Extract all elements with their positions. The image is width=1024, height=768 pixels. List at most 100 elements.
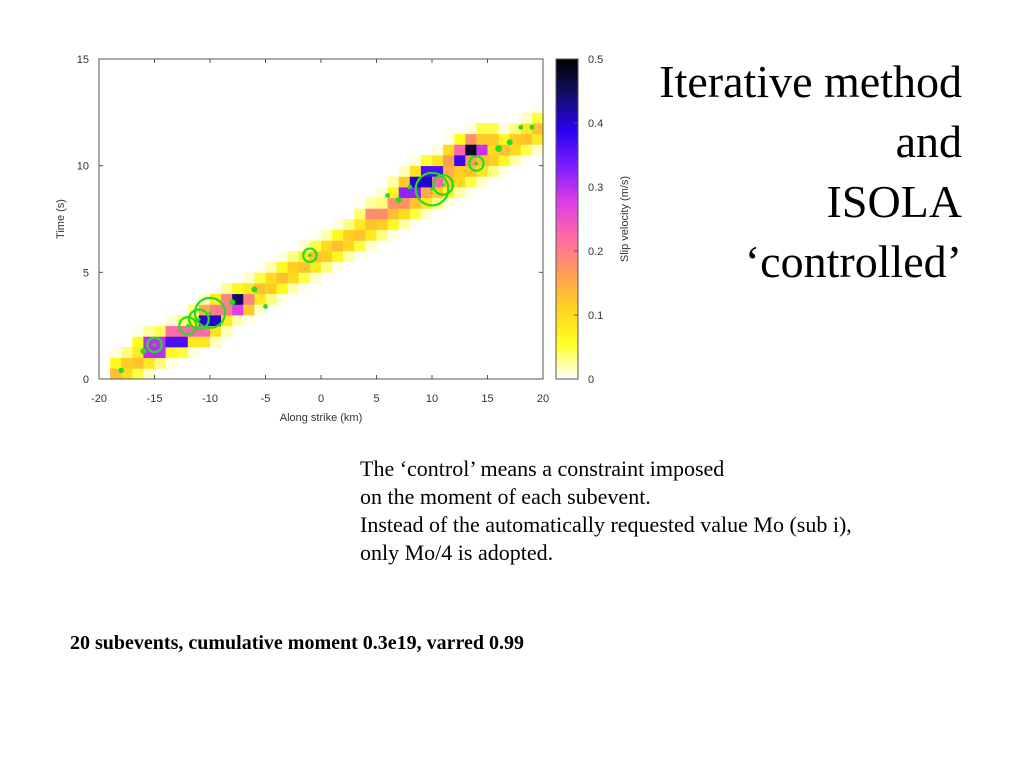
subevent-marker [302, 247, 318, 264]
heatmap-cell [143, 347, 155, 359]
heatmap-cell [420, 197, 433, 209]
subevent-marker [146, 336, 163, 354]
heatmap-cell [465, 123, 477, 135]
heatmap-cell [254, 304, 266, 316]
subevent-marker [187, 308, 210, 331]
subevent-marker [506, 139, 513, 146]
x-tick-label: 10 [426, 393, 438, 405]
colorbar-tick-label: 0.1 [588, 310, 603, 322]
heatmap-cell [210, 325, 222, 337]
heatmap-cell [443, 155, 455, 167]
heatmap-cell [276, 251, 289, 263]
heatmap-cell [376, 197, 388, 209]
heatmap-cell [420, 208, 433, 220]
heatmap-cell [509, 123, 522, 135]
body-line: Instead of the automatically requested v… [360, 512, 852, 537]
heatmap-cell [210, 304, 222, 316]
heatmap-cell [176, 336, 189, 348]
heatmap-cell [387, 219, 400, 231]
heatmap-cell [398, 187, 411, 199]
heatmap-cell [298, 283, 311, 295]
subevent-marker [395, 196, 402, 203]
heatmap-cell [198, 325, 211, 337]
heatmap-cell [509, 133, 522, 145]
heatmap-cell [254, 283, 266, 295]
x-tick-label: -5 [261, 393, 271, 405]
colorbar-tick-label: 0.5 [588, 54, 603, 66]
heatmap-cells [110, 101, 544, 380]
heatmap-cell [387, 208, 400, 220]
heatmap-cell [165, 347, 178, 359]
heatmap-cell [498, 165, 511, 177]
heatmap-cell [531, 133, 544, 145]
heatmap-cell [298, 251, 311, 263]
heatmap-cell [298, 240, 311, 252]
subevent-marker [193, 296, 227, 329]
title-line: Iterative method [659, 56, 962, 107]
heatmap-cell [243, 304, 255, 316]
heatmap-cell [298, 272, 311, 284]
heatmap-cell [121, 347, 133, 359]
heatmap-cell [365, 229, 377, 241]
x-tick-label: -15 [147, 393, 163, 405]
heatmap-cell [454, 133, 466, 145]
heatmap-cell [409, 165, 422, 177]
heatmap-cell [454, 165, 466, 177]
heatmap-cell [343, 240, 355, 252]
heatmap-cell [287, 272, 300, 284]
heatmap-cell [509, 144, 522, 156]
heatmap-cell [265, 283, 277, 295]
x-tick-label: 5 [373, 393, 379, 405]
heatmap-cell [354, 208, 366, 220]
heatmap-cell [110, 347, 122, 359]
heatmap-cell [465, 165, 477, 177]
heatmap-cell [387, 187, 400, 199]
colorbar-tick-label: 0 [588, 374, 594, 386]
heatmap-cell [287, 283, 300, 295]
heatmap-cell [365, 240, 377, 252]
heatmap-cell [409, 176, 422, 188]
heatmap-cell [376, 208, 388, 220]
heatmap-cell [309, 240, 322, 252]
heatmap-cell [465, 176, 477, 188]
heatmap-cell [232, 304, 244, 316]
heatmap-cell [531, 101, 544, 113]
heatmap-cell [265, 272, 277, 284]
heatmap-cell [432, 176, 444, 188]
heatmap-cell [454, 144, 466, 156]
subevent-markers [118, 124, 535, 374]
heatmap-cell [321, 229, 333, 241]
heatmap-cell [243, 272, 255, 284]
y-tick-label: 10 [77, 161, 89, 173]
x-axis-label: Along strike (km) [280, 412, 363, 424]
heatmap-cell [376, 187, 388, 199]
heatmap-cell [343, 229, 355, 241]
heatmap-cell [409, 219, 422, 231]
heatmap-cell [132, 368, 144, 380]
y-axis-label: Time (s) [55, 199, 67, 239]
heatmap-cell [487, 123, 499, 135]
heatmap-cell [520, 155, 533, 167]
heatmap-cell [321, 251, 333, 263]
slide-title: Iterative method and ISOLA ‘controlled’ [542, 52, 962, 292]
heatmap-cell [520, 133, 533, 145]
colorbar [555, 58, 579, 380]
x-tick-label: 20 [537, 393, 549, 405]
heatmap-cell [443, 165, 455, 177]
heatmap-cell [132, 336, 144, 348]
title-line: and [895, 116, 962, 167]
heatmap-cell [221, 293, 233, 305]
subevent-marker [468, 155, 485, 172]
heatmap-cell [420, 187, 433, 199]
heatmap-cell [254, 272, 266, 284]
heatmap-cell [265, 293, 277, 305]
title-line: ISOLA [826, 176, 962, 227]
heatmap-cell [443, 197, 455, 209]
heatmap-cell [154, 347, 166, 359]
heatmap-cell [365, 219, 377, 231]
subevent-marker [518, 124, 524, 130]
heatmap-cell [110, 357, 122, 369]
heatmap-cell [165, 336, 178, 348]
heatmap-cell [187, 347, 200, 359]
heatmap-cell [387, 197, 400, 209]
